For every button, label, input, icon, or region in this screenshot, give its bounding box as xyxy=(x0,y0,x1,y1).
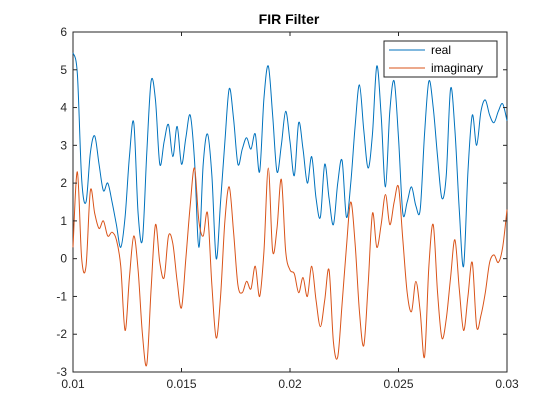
y-tick-label: 1 xyxy=(60,214,67,228)
x-tick-label: 0.015 xyxy=(166,377,196,391)
axes-frame xyxy=(72,31,508,373)
y-tick-label: 2 xyxy=(60,176,67,190)
x-tick-label: 0.025 xyxy=(383,377,413,391)
y-tick-label: -2 xyxy=(56,327,67,341)
x-tick-label: 0.02 xyxy=(278,377,302,391)
series-line-imaginary xyxy=(72,167,508,367)
plot-area: 0.01 0.015 0.02 0.025 0.03 -3 -2 -1 0 1 2 3 4 5 6 xyxy=(56,25,519,391)
x-axis: 0.01 0.015 0.02 0.025 0.03 xyxy=(61,32,519,391)
chart-title: FIR Filter xyxy=(259,11,320,27)
x-tick-label: 0.01 xyxy=(61,377,85,391)
x-tick-label: 0.03 xyxy=(495,377,519,391)
y-tick-label: 4 xyxy=(60,101,67,115)
y-tick-label: -1 xyxy=(56,289,67,303)
legend: real imaginary xyxy=(383,40,498,78)
series-layer xyxy=(72,52,508,367)
series-line-real xyxy=(72,52,508,268)
y-tick-label: -3 xyxy=(56,365,67,379)
legend-label-imaginary: imaginary xyxy=(431,61,483,75)
y-tick-label: 5 xyxy=(60,63,67,77)
y-tick-label: 3 xyxy=(60,138,67,152)
legend-label-real: real xyxy=(431,43,451,57)
y-tick-label: 6 xyxy=(60,25,67,39)
y-tick-label: 0 xyxy=(60,252,67,266)
legend-box xyxy=(383,40,498,78)
y-axis: -3 -2 -1 0 1 2 3 4 5 6 xyxy=(56,25,507,379)
